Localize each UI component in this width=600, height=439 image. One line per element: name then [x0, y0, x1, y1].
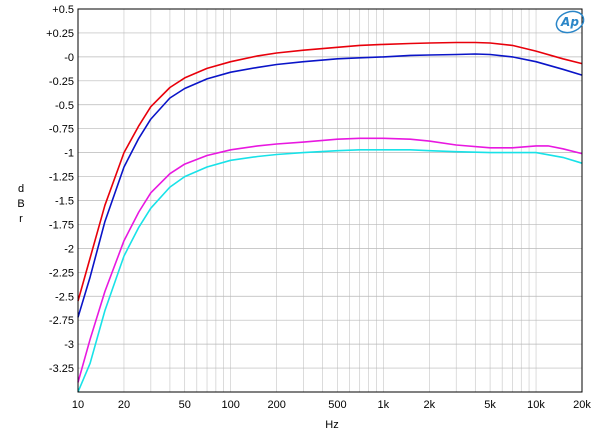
series-line-4	[77, 149, 583, 393]
y-tick-label: +0.5	[52, 4, 74, 16]
x-axis-title: Hz	[325, 419, 338, 431]
major-grid	[78, 8, 582, 369]
y-axis-title-letter: r	[19, 213, 23, 225]
series-line-3	[77, 137, 583, 383]
logo: Ap	[555, 10, 585, 34]
y-tick-label: -0.75	[49, 124, 74, 136]
x-tick-label: 10	[72, 399, 84, 411]
x-tick-label: 2k	[424, 399, 436, 411]
x-tick-label: 5k	[484, 399, 496, 411]
y-axis-title-letter: B	[17, 198, 24, 210]
y-tick-label: -2.5	[55, 291, 74, 303]
y-tick-label: -0	[64, 52, 74, 64]
x-tick-label: 20	[118, 399, 130, 411]
y-tick-label: -2	[64, 243, 74, 255]
y-tick-label: -0.25	[49, 76, 74, 88]
y-tick-labels: +0.5 +0.25 -0 -0.25 -0.5 -0.75 -1 -1.25 -1.5 -1.7…	[46, 4, 74, 375]
y-axis-title: dBr	[17, 183, 24, 225]
series-line-1	[77, 41, 583, 302]
y-tick-label: -1.5	[55, 196, 74, 208]
x-tick-label: 500	[328, 399, 346, 411]
y-axis-title-letter: d	[18, 183, 24, 195]
x-tick-labels: 10 20 50 100 200 500 1k 2k 5k 10k 20k	[72, 399, 591, 411]
x-tick-label: 20k	[573, 399, 591, 411]
x-tick-label: 200	[267, 399, 285, 411]
y-tick-label: -3	[64, 339, 74, 351]
series-line-2	[77, 53, 583, 318]
x-tick-label: 1k	[378, 399, 390, 411]
y-tick-label: -1.25	[49, 172, 74, 184]
x-tick-label: 10k	[527, 399, 545, 411]
plot-frame	[77, 8, 583, 393]
y-tick-label: -2.75	[49, 315, 74, 327]
y-tick-label: -1	[64, 148, 74, 160]
y-tick-label: -1.75	[49, 219, 74, 231]
logo-text: Ap	[560, 15, 579, 29]
x-tick-label: 100	[221, 399, 239, 411]
series-layer	[77, 41, 583, 393]
x-tick-label: 50	[179, 399, 191, 411]
y-tick-label: -3.25	[49, 363, 74, 375]
y-tick-label: +0.25	[46, 28, 74, 40]
y-tick-label: -0.5	[55, 100, 74, 112]
y-tick-label: -2.25	[49, 267, 74, 279]
logo-ring	[555, 10, 585, 34]
